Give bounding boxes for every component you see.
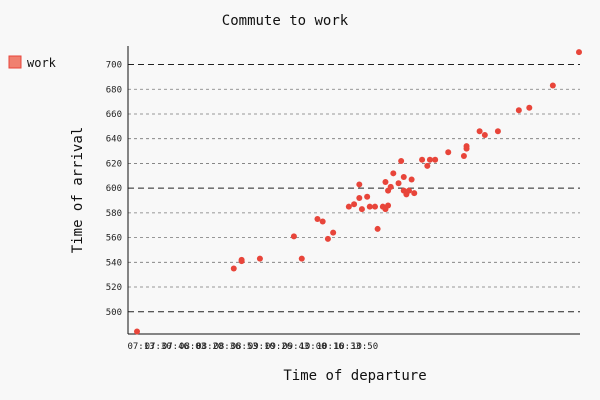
data-point-27 [395,180,402,187]
data-point-12 [351,201,358,208]
gridlines [128,64,580,313]
data-point-40 [460,153,467,160]
chart-title: Commute to work [222,13,349,29]
legend-swatch-work [8,55,22,69]
data-point-8 [319,218,326,225]
data-point-33 [408,176,415,183]
x-tick-label: 07:13 [127,342,154,352]
x-tick-label: 08:36 [213,342,240,352]
x-tick-label: 07:30 [145,342,172,352]
data-point-5 [290,233,297,240]
y-tick-label: 680 [106,85,122,95]
data-point-22 [382,178,389,185]
x-tick-label: 08:20 [196,342,223,352]
data-points [134,49,582,335]
y-tick-label: 620 [106,159,122,169]
x-tick-label: 07:46 [162,342,189,352]
legend-label-work: work [27,56,57,70]
legend: work [8,55,57,70]
data-point-28 [398,157,405,164]
x-tick-label: 09:26 [265,342,292,352]
data-point-45 [494,128,501,135]
data-point-7 [314,216,321,223]
y-tick-label: 500 [106,308,122,318]
data-point-47 [526,104,533,111]
data-point-19 [374,225,381,232]
data-point-10 [330,229,337,236]
data-point-14 [356,195,363,202]
data-point-15 [358,206,365,213]
data-point-36 [424,162,431,169]
x-tick-label: 08:53 [231,342,258,352]
x-tick-label: 08:03 [179,342,206,352]
x-tick-label: 10:33 [334,342,361,352]
y-tick-label: 600 [106,184,122,194]
y-tick-label: 700 [106,61,122,71]
data-point-16 [364,193,371,200]
x-tick-label: 10:00 [299,342,326,352]
data-point-46 [515,107,522,114]
data-point-13 [356,181,363,188]
data-point-39 [445,149,452,156]
y-axis-ticks: 500 520 540 560 580 600 620 640 660 680 700 [106,61,122,318]
x-tick-label: 09:10 [248,342,275,352]
y-tick-label: 520 [106,283,122,293]
data-point-1 [230,265,237,272]
data-point-44 [481,131,488,138]
data-point-32 [406,187,412,194]
data-point-34 [411,190,418,197]
y-tick-label: 580 [106,209,122,219]
x-axis-ticks: 07:1307:3007:4608:0308:2008:3608:5309:10… [127,342,378,352]
data-point-42 [463,143,470,150]
y-axis-label: Time of arrival [70,127,86,253]
data-point-3 [238,258,245,265]
data-point-25 [387,183,394,190]
data-point-17 [366,203,373,210]
data-point-30 [400,174,407,181]
data-point-0 [134,328,140,335]
data-point-37 [426,156,433,163]
data-point-24 [385,202,392,209]
y-tick-label: 540 [106,258,122,268]
y-tick-label: 660 [106,110,122,120]
data-point-48 [549,82,556,89]
y-tick-label: 640 [106,135,122,145]
x-tick-label: 10:16 [317,342,344,352]
data-point-38 [432,156,439,163]
data-point-49 [576,49,582,56]
data-point-4 [256,255,263,262]
data-point-43 [476,128,483,135]
x-tick-label: 10:50 [351,342,378,352]
x-tick-label: 09:43 [282,342,309,352]
data-point-35 [419,156,426,163]
data-point-11 [345,203,352,210]
data-point-18 [372,203,378,210]
data-point-9 [324,235,331,242]
data-point-6 [298,255,305,262]
x-axis-label: Time of departure [283,368,426,384]
y-tick-label: 560 [106,234,122,244]
data-point-26 [390,170,397,177]
